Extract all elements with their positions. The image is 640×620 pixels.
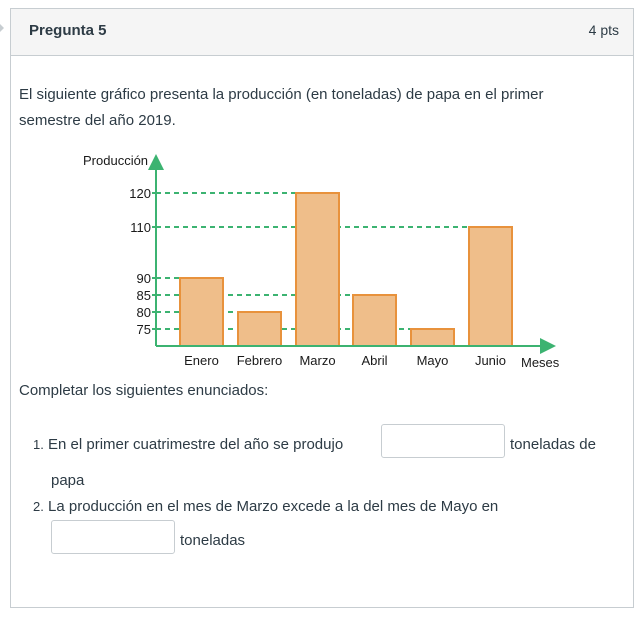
statement-2-number: 2. bbox=[33, 499, 44, 514]
category-label-marzo: Marzo bbox=[299, 353, 335, 368]
statement-1-text: En el primer cuatrimestre del año se pro… bbox=[48, 436, 344, 453]
statement-2-suffix: toneladas bbox=[180, 532, 246, 549]
bar-mayo bbox=[410, 328, 455, 347]
answer-1-input[interactable] bbox=[381, 424, 505, 458]
y-tick-label-85: 85 bbox=[137, 288, 151, 303]
collapse-arrow-icon bbox=[0, 24, 4, 32]
y-tick-label-120: 120 bbox=[129, 186, 151, 201]
y-tick-label-90: 90 bbox=[137, 271, 151, 286]
statement-2-text: La producción en el mes de Marzo excede … bbox=[48, 498, 499, 515]
bar-enero bbox=[179, 277, 224, 347]
statement-1-suffix: toneladas de bbox=[510, 436, 596, 453]
statement-1-suffix-2: papa bbox=[51, 472, 85, 489]
answer-2-input[interactable] bbox=[51, 520, 175, 554]
bar-marzo bbox=[295, 192, 340, 347]
bar-febrero bbox=[237, 311, 282, 347]
category-label-enero: Enero bbox=[184, 353, 219, 368]
question-points: 4 pts bbox=[588, 22, 619, 38]
bar-abril bbox=[352, 294, 397, 347]
production-chart: 75 80 85 90 110 120 Enero Febrero Marzo Abril May… bbox=[83, 153, 560, 370]
y-tick-label-110: 110 bbox=[130, 220, 151, 235]
category-label-mayo: Mayo bbox=[417, 353, 449, 368]
question-title: Pregunta 5 bbox=[29, 22, 107, 39]
y-tick-label-80: 80 bbox=[137, 305, 151, 320]
complete-prompt: Completar los siguientes enunciados: bbox=[19, 382, 269, 399]
category-label-abril: Abril bbox=[361, 353, 387, 368]
y-tick-label-75: 75 bbox=[137, 322, 151, 337]
question-header: Pregunta 5 4 pts bbox=[11, 9, 633, 56]
question-text: El siguiente gráfico presenta la producc… bbox=[19, 86, 544, 129]
bar-junio bbox=[468, 226, 513, 347]
statement-1: 1. En el primer cuatrimestre del año se … bbox=[33, 436, 343, 453]
statement-1-number: 1. bbox=[33, 437, 44, 452]
y-axis-label: Producción bbox=[83, 153, 148, 168]
category-label-junio: Junio bbox=[475, 353, 506, 368]
statement-2: 2. La producción en el mes de Marzo exce… bbox=[33, 498, 498, 515]
category-label-febrero: Febrero bbox=[237, 353, 283, 368]
x-axis-label: Meses bbox=[521, 355, 560, 370]
